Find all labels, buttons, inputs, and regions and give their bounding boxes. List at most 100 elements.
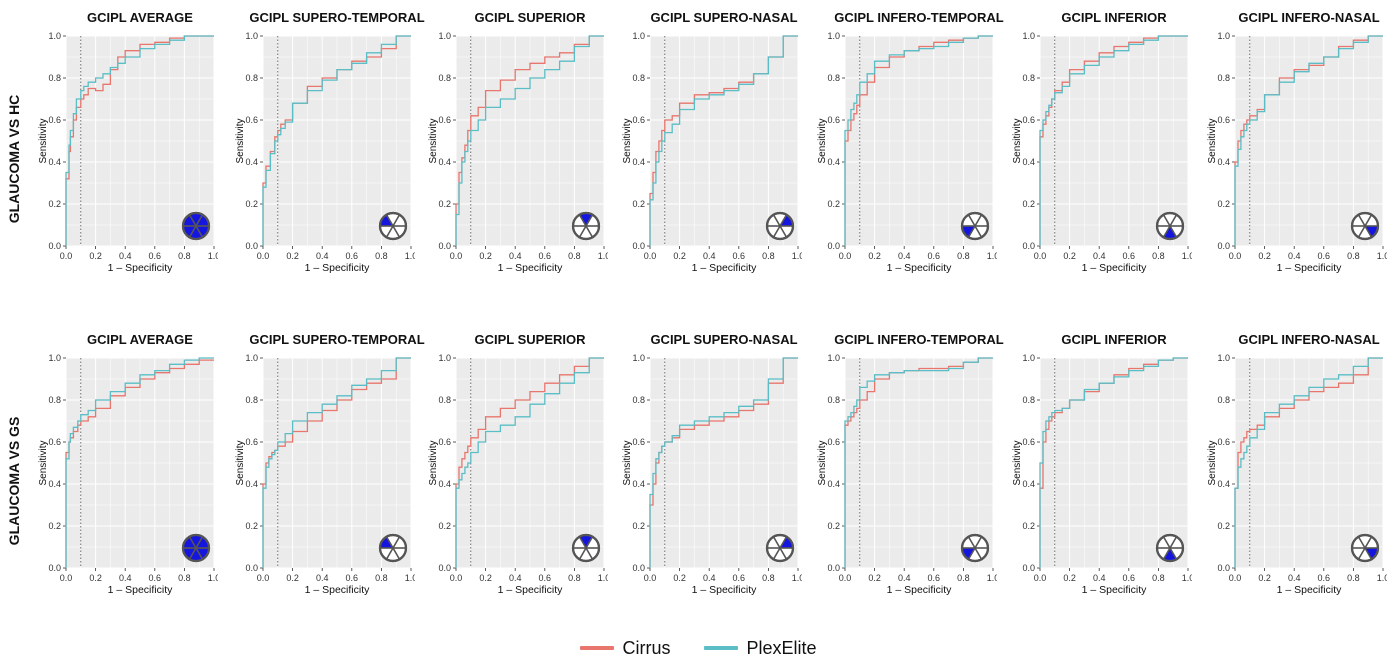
y-tick-label: 0.0 [245,241,258,251]
y-axis-label: Sensitivity [622,440,633,485]
panel-title: GCIPL INFERO-TEMPORAL [834,332,1004,347]
x-tick-label: 1.0 [792,573,802,583]
legend-key-plexelite [704,646,739,650]
x-tick-label: 0.6 [346,573,359,583]
y-tick-label: 0.4 [438,157,451,167]
roc-panel: 0.0 0.2 0.4 0.6 0.8 1.0 0.0 0.2 0.4 0.6 0.8 1.0 1 – … [428,31,608,274]
sector-wheel-icon [1350,533,1380,563]
wheel-spoke [578,214,587,227]
y-tick-label: 0.8 [1217,73,1230,83]
x-tick-label: 0.4 [119,573,132,583]
panel-title: GCIPL SUPERIOR [474,332,586,347]
y-tick-label: 0.2 [1022,521,1035,531]
y-tick-label: 0.2 [1217,521,1230,531]
y-tick-label: 0.4 [827,479,840,489]
wheel-spoke [1364,214,1373,227]
x-axis-label: 1 – Specificity [498,262,564,274]
x-tick-label: 0.2 [868,573,881,583]
wheel-spoke [188,225,197,238]
y-tick-label: 0.0 [827,563,840,573]
x-tick-label: 0.0 [60,573,73,583]
y-axis-label: Sensitivity [1012,118,1023,163]
y-tick-label: 1.0 [827,353,840,363]
x-tick-label: 1.0 [208,573,218,583]
wheel-spoke [1169,547,1178,560]
y-tick-label: 1.0 [48,353,61,363]
x-tick-label: 1.0 [1377,251,1387,261]
wheel-spoke [1357,547,1366,560]
wheel-rim [181,533,211,563]
y-tick-label: 0.4 [1022,479,1035,489]
x-tick-label: 0.6 [1123,573,1136,583]
x-tick-label: 0.6 [1318,573,1331,583]
y-tick-label: 0.6 [438,115,451,125]
panel-title: GCIPL AVERAGE [87,10,193,25]
y-tick-label: 0.2 [438,199,451,209]
panel-title: GCIPL SUPERO-TEMPORAL [249,10,425,25]
y-tick-label: 0.2 [1217,199,1230,209]
x-tick-label: 0.0 [644,573,657,583]
x-tick-label: 0.8 [957,573,970,583]
panel-title: GCIPL INFERO-NASAL [1238,332,1380,347]
y-tick-label: 0.8 [438,73,451,83]
x-tick-label: 0.4 [1288,573,1301,583]
y-tick-label: 0.8 [1217,395,1230,405]
roc-panel: 0.0 0.2 0.4 0.6 0.8 1.0 0.0 0.2 0.4 0.6 0.8 1.0 1 – … [1207,31,1387,274]
x-axis-label: 1 – Specificity [108,584,174,596]
y-tick-label: 0.6 [827,437,840,447]
y-tick-label: 1.0 [245,353,258,363]
wheel-spoke [967,214,976,227]
x-tick-label: 0.4 [509,251,522,261]
x-tick-label: 0.4 [119,251,132,261]
x-tick-label: 0.4 [316,573,329,583]
panel-title: GCIPL SUPERO-NASAL [650,332,798,347]
wheel-spoke [392,536,401,549]
sector-wheel-icon [181,211,211,241]
roc-panel: 0.0 0.2 0.4 0.6 0.8 1.0 0.0 0.2 0.4 0.6 0.8 1.0 1 – … [817,353,997,596]
sector-wheel-icon [571,533,601,563]
wheel-rim [571,533,601,563]
x-tick-label: 0.6 [1318,251,1331,261]
sector-wheel-icon [960,211,990,241]
x-tick-label: 0.0 [257,573,270,583]
roc-panel: 0.0 0.2 0.4 0.6 0.8 1.0 0.0 0.2 0.4 0.6 0.8 1.0 1 – … [38,353,218,596]
y-tick-label: 0.0 [48,563,61,573]
wheel-spoke [195,547,204,560]
y-tick-label: 0.4 [48,157,61,167]
wheel-spoke [578,547,587,560]
wheel-spoke [974,225,983,238]
wheel-spoke [1357,214,1366,227]
y-tick-label: 0.2 [632,521,645,531]
x-tick-label: 1.0 [1182,251,1192,261]
x-tick-label: 0.6 [928,251,941,261]
x-tick-label: 0.0 [450,251,463,261]
y-tick-label: 1.0 [1022,353,1035,363]
y-tick-label: 0.2 [245,521,258,531]
x-tick-label: 0.0 [1229,573,1242,583]
y-tick-label: 0.6 [632,437,645,447]
y-tick-label: 0.8 [48,395,61,405]
y-tick-label: 0.6 [48,437,61,447]
y-tick-label: 0.6 [48,115,61,125]
y-tick-label: 0.0 [632,241,645,251]
y-tick-label: 1.0 [1022,31,1035,41]
sector-fill-i [189,548,203,562]
y-axis-label: Sensitivity [428,440,439,485]
roc-curve-plexelite [65,357,214,568]
x-tick-label: 1.0 [208,251,218,261]
wheel-spoke [772,214,781,227]
wheel-spoke [779,536,788,549]
roc-curve-cirrus [844,35,993,246]
wheel-spoke [188,214,197,227]
x-tick-label: 0.0 [60,251,73,261]
roc-panel: 0.0 0.2 0.4 0.6 0.8 1.0 0.0 0.2 0.4 0.6 0.8 1.0 1 – … [622,31,802,274]
roc-curve-plexelite [649,35,798,246]
wheel-spoke [974,536,983,549]
x-axis-label: 1 – Specificity [1277,262,1343,274]
wheel-spoke [772,536,781,549]
x-tick-label: 1.0 [987,251,997,261]
y-tick-label: 0.4 [1022,157,1035,167]
panel-title: GCIPL INFERO-NASAL [1238,10,1380,25]
wheel-spoke [585,547,594,560]
x-tick-label: 0.2 [479,573,492,583]
